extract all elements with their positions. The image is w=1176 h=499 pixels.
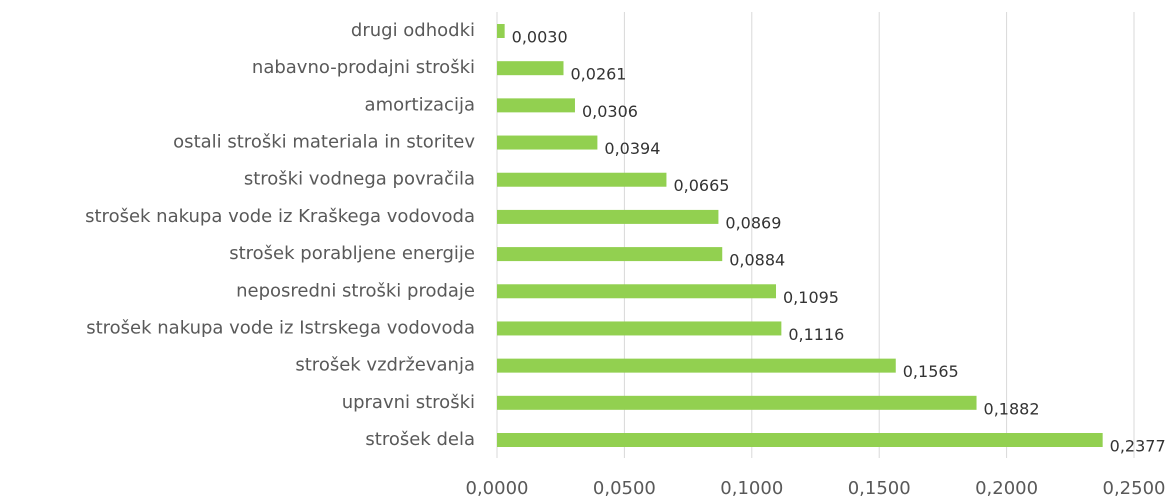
data-label: 0,1095 — [783, 288, 839, 307]
data-label: 0,0030 — [512, 28, 568, 47]
data-label: 0,0394 — [604, 139, 660, 158]
data-label: 0,1882 — [984, 399, 1040, 418]
data-label: 0,0884 — [729, 251, 785, 270]
y-tick-label: strošek porabljene energije — [229, 243, 475, 264]
bar — [497, 98, 575, 113]
data-label: 0,0261 — [571, 65, 627, 84]
bar — [497, 172, 667, 187]
y-tick-label: drugi odhodki — [351, 20, 475, 41]
y-tick-label: amortizacija — [365, 94, 475, 115]
y-tick-label: strošek nakupa vode iz Istrskega vodovod… — [86, 317, 475, 338]
bar — [497, 209, 719, 224]
x-tick-label: 0,2500 — [1103, 478, 1166, 499]
bar — [497, 135, 598, 150]
y-tick-label: ostali stroški materiala in storitev — [173, 132, 475, 153]
y-tick-label: stroški vodnega povračila — [244, 169, 475, 190]
data-label: 0,1116 — [788, 325, 844, 344]
x-tick-label: 0,0000 — [466, 478, 529, 499]
data-label: 0,0306 — [582, 102, 638, 121]
data-label: 0,0665 — [673, 176, 729, 195]
y-tick-label: nabavno-prodajni stroški — [252, 57, 475, 78]
y-tick-label: strošek vzdrževanja — [295, 355, 475, 376]
x-tick-label: 0,1000 — [720, 478, 783, 499]
data-label: 0,2377 — [1110, 437, 1166, 456]
data-label: 0,0869 — [725, 213, 781, 232]
x-tick-label: 0,0500 — [593, 478, 656, 499]
bar — [497, 358, 896, 373]
y-tick-label: upravni stroški — [342, 392, 475, 413]
bar — [497, 247, 723, 262]
data-label: 0,1565 — [903, 362, 959, 381]
bar — [497, 61, 564, 76]
bar — [497, 395, 977, 410]
y-tick-label: neposredni stroški prodaje — [236, 280, 475, 301]
bar — [497, 284, 777, 299]
x-tick-label: 0,2000 — [975, 478, 1038, 499]
bar — [497, 433, 1103, 447]
x-tick-label: 0,1500 — [848, 478, 911, 499]
bar — [497, 321, 782, 336]
y-tick-label: strošek nakupa vode iz Kraškega vodovoda — [85, 206, 475, 227]
bar — [497, 24, 505, 38]
y-tick-label: strošek dela — [365, 429, 475, 450]
